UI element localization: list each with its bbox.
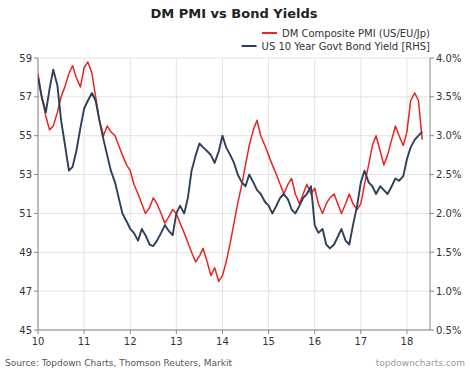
y-tick bbox=[34, 291, 38, 292]
y-tick bbox=[34, 135, 38, 136]
y2-tick-label: 3.0% bbox=[436, 130, 461, 141]
y2-tick-label: 0.5% bbox=[436, 325, 461, 336]
y-axis-line bbox=[38, 58, 39, 330]
y2-tick-label: 1.0% bbox=[436, 286, 461, 297]
grid-line-x bbox=[406, 58, 407, 330]
legend: DM Composite PMI (US/EU/Jp) US 10 Year Go… bbox=[242, 28, 431, 52]
y2-tick-label: 2.5% bbox=[436, 169, 461, 180]
series-line bbox=[38, 62, 422, 282]
grid-line-x bbox=[130, 58, 131, 330]
x-tick-label: 11 bbox=[78, 336, 91, 347]
x-tick-label: 16 bbox=[308, 336, 321, 347]
x-tick-label: 17 bbox=[354, 336, 367, 347]
axes: 10 11 12 13 14 15 16 17 18 45 47 49 51 53 55 57 59 0.5% 1.… bbox=[19, 53, 461, 348]
grid-line-x bbox=[176, 58, 177, 330]
grid-line-y bbox=[38, 96, 430, 97]
title: DM PMI vs Bond Yields bbox=[151, 6, 318, 21]
x-tick-label: 14 bbox=[216, 336, 229, 347]
legend-label: DM Composite PMI (US/EU/Jp) bbox=[282, 28, 430, 39]
y2-tick bbox=[430, 58, 434, 59]
y-tick bbox=[34, 330, 38, 331]
grid-line-x bbox=[222, 58, 223, 330]
y-tick-label: 47 bbox=[19, 286, 32, 297]
x-tick bbox=[176, 330, 177, 334]
x-tick-label: 15 bbox=[262, 336, 275, 347]
grid-line-x bbox=[84, 58, 85, 330]
y-tick-label: 45 bbox=[19, 325, 32, 336]
y-tick bbox=[34, 252, 38, 253]
grid bbox=[38, 58, 430, 330]
x-tick-label: 12 bbox=[124, 336, 137, 347]
y2-tick-label: 2.0% bbox=[436, 208, 461, 219]
y2-tick bbox=[430, 174, 434, 175]
y-tick bbox=[34, 174, 38, 175]
plot-area bbox=[38, 62, 422, 282]
y-tick-label: 51 bbox=[19, 208, 32, 219]
y-tick bbox=[34, 213, 38, 214]
grid-line-x bbox=[314, 58, 315, 330]
legend-swatch bbox=[262, 32, 277, 34]
x-tick bbox=[222, 330, 223, 334]
x-tick-label: 10 bbox=[32, 336, 45, 347]
y2-tick-label: 1.5% bbox=[436, 247, 461, 258]
series-line bbox=[38, 70, 422, 249]
grid-line-y bbox=[38, 252, 430, 253]
legend-label: US 10 Year Govt Bond Yield [RHS] bbox=[262, 41, 431, 52]
y2-tick-label: 4.0% bbox=[436, 53, 461, 64]
y2-tick bbox=[430, 291, 434, 292]
grid-line-y bbox=[38, 58, 430, 59]
y-tick-label: 57 bbox=[19, 91, 32, 102]
x-tick-label: 13 bbox=[170, 336, 183, 347]
grid-line-x bbox=[38, 58, 39, 330]
legend-swatch bbox=[242, 45, 257, 47]
x-tick bbox=[268, 330, 269, 334]
y2-tick-label: 3.5% bbox=[436, 91, 461, 102]
y-tick-label: 55 bbox=[19, 130, 32, 141]
x-tick bbox=[38, 330, 39, 334]
grid-line-x bbox=[268, 58, 269, 330]
y-tick-label: 53 bbox=[19, 169, 32, 180]
annotation: topdowncharts.com bbox=[376, 358, 465, 368]
x-tick bbox=[360, 330, 361, 334]
y-tick-label: 49 bbox=[19, 247, 32, 258]
y-tick-label: 59 bbox=[19, 53, 32, 64]
x-tick bbox=[314, 330, 315, 334]
grid-line-y bbox=[38, 213, 430, 214]
x-axis-line bbox=[38, 330, 430, 331]
y-tick bbox=[34, 58, 38, 59]
x-tick bbox=[406, 330, 407, 334]
annotation: Source: Topdown Charts, Thomson Reuters,… bbox=[5, 358, 232, 368]
x-tick bbox=[130, 330, 131, 334]
y2-tick bbox=[430, 213, 434, 214]
y2-tick bbox=[430, 96, 434, 97]
y2-tick bbox=[430, 252, 434, 253]
grid-line-x bbox=[360, 58, 361, 330]
y-tick bbox=[34, 96, 38, 97]
y2-tick bbox=[430, 135, 434, 136]
x-tick-label: 18 bbox=[401, 336, 414, 347]
chart: 10 11 12 13 14 15 16 17 18 45 47 49 51 53 55 57 59 0.5% 1.… bbox=[0, 0, 470, 372]
grid-line-y bbox=[38, 291, 430, 292]
grid-line-y bbox=[38, 135, 430, 136]
y2-tick bbox=[430, 330, 434, 331]
y2-axis-line bbox=[430, 58, 431, 330]
grid-line-y bbox=[38, 174, 430, 175]
x-tick bbox=[84, 330, 85, 334]
grid-line-y bbox=[38, 330, 430, 331]
